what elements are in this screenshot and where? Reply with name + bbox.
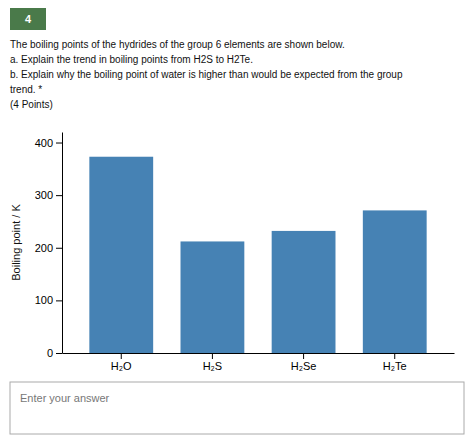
y-axis: 0 100 200 300 400 [35, 133, 63, 360]
x-tick-label: H₂Te [383, 360, 407, 372]
badge-number: 4 [25, 13, 32, 25]
x-tick-mark [212, 353, 213, 359]
y-tick: 300 [35, 189, 62, 201]
bar [181, 241, 245, 353]
y-tick-mark [56, 300, 62, 301]
x-tick-mark [394, 353, 395, 359]
badge [10, 8, 46, 30]
y-tick: 0 [47, 347, 62, 359]
bar [89, 157, 153, 353]
header-line: a. Explain the trend in boiling points f… [10, 54, 253, 65]
y-tick-mark [56, 248, 62, 249]
y-tick: 100 [35, 294, 62, 306]
y-tick-label: 0 [47, 347, 53, 359]
header: 4 The boiling points of the hydrides of t… [10, 8, 403, 110]
x-tick: H₂Te [383, 353, 407, 372]
x-tick-label: H₂S [203, 360, 223, 372]
x-tick: H₂O [111, 353, 132, 372]
y-tick: 200 [35, 242, 62, 254]
y-axis-title: Boiling point / K [10, 204, 22, 281]
x-axis: H₂O H₂S H₂Se H₂Te [63, 353, 455, 372]
y-tick-mark [56, 143, 62, 144]
bar [272, 231, 336, 353]
y-tick-mark [56, 353, 62, 354]
chart-svg: 4 The boiling points of the hydrides of t… [0, 0, 474, 445]
answer-placeholder: Enter your answer [20, 392, 110, 404]
x-tick: H₂Se [291, 353, 317, 372]
x-tick-mark [121, 353, 122, 359]
header-line: b. Explain why the boiling point of wate… [10, 69, 403, 80]
header-line: (4 Points) [10, 99, 53, 110]
axis-line [62, 133, 63, 354]
y-tick: 400 [35, 137, 62, 149]
footer: Enter your answer [10, 382, 464, 434]
header-line: trend. * [10, 84, 42, 95]
bars [89, 157, 426, 353]
y-tick-label: 300 [35, 189, 53, 201]
x-tick-label: H₂Se [291, 360, 317, 372]
answer-box[interactable] [10, 382, 464, 434]
x-tick-mark [303, 353, 304, 359]
y-tick-mark [56, 195, 62, 196]
header-line: The boiling points of the hydrides of th… [10, 39, 345, 50]
y-tick-label: 100 [35, 294, 53, 306]
y-tick-label: 400 [35, 137, 53, 149]
bar [363, 210, 427, 353]
x-tick-label: H₂O [111, 360, 132, 372]
x-tick: H₂S [203, 353, 223, 372]
y-tick-label: 200 [35, 242, 53, 254]
